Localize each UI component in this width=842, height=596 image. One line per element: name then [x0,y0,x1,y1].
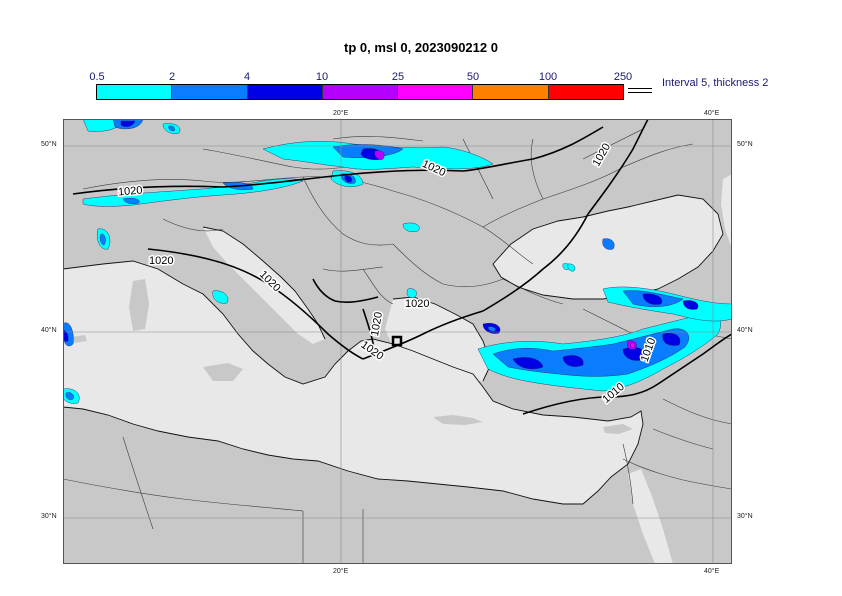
map-frame [63,119,732,564]
sicily-island [203,363,243,381]
colorbar-swatch [547,85,623,99]
caspian-sea [721,174,732,249]
left-lat-label: 40°N [41,327,57,334]
top-lon-label: 40°E [704,110,720,117]
colorbar-swatch [472,85,548,99]
left-lat-label: 30°N [41,513,57,520]
colorbar-swatch [171,85,247,99]
map-title: tp 0, msl 0, 2023090212 0 [344,40,498,55]
weather-map: 1020 1020 1020 1020 1020 1020 1020 1020 … [63,119,732,564]
left-lat-label: 50°N [41,141,57,148]
isobar-lines [72,119,732,415]
isobar-label: 1020 [369,311,385,337]
colorbar-swatch [321,85,398,99]
colorbar-tick-label: 2 [168,71,176,83]
colorbar-interval-label: Interval 5, thickness 2 [662,77,769,89]
right-lat-label: 30°N [737,513,753,520]
colorbar-tick-label: 250 [613,71,633,83]
colorbar-tick-label: 25 [391,71,405,83]
sardinia-island [129,279,149,331]
red-sea [628,469,673,564]
colorbar-swatch [246,85,322,99]
colorbar-tick-label: 4 [243,71,251,83]
colorbar-tick-label: 50 [466,71,480,83]
right-lat-label: 50°N [737,141,753,148]
colorbar-tick-label: 0.5 [89,71,105,83]
isobar-label: 1020 [118,184,143,198]
graticule [63,119,732,564]
top-lon-label: 20°E [333,110,349,117]
colorbar-legend-line [628,92,652,93]
coastlines [63,194,724,505]
right-lat-label: 40°N [737,327,753,334]
colorbar-swatch [397,85,473,99]
colorbar-swatch [97,85,172,99]
low-pressure-marker [391,335,403,347]
crete-island [433,415,483,425]
colorbar-tick-label: 100 [538,71,558,83]
isobar-label: 1020 [405,298,429,310]
isobar-label: 1020 [149,255,173,267]
balearic-island [71,335,87,343]
country-borders [63,128,732,564]
bottom-lon-label: 20°E [333,568,349,575]
bottom-lon-label: 40°E [704,568,720,575]
colorbar-tick-label: 10 [315,71,329,83]
cyprus-island [603,424,633,434]
colorbar-bar [96,84,624,100]
adriatic-sea [203,227,325,344]
colorbar-legend-line [628,88,652,89]
tyrrhenian-sea [83,264,241,374]
aegean-sea [385,297,491,381]
